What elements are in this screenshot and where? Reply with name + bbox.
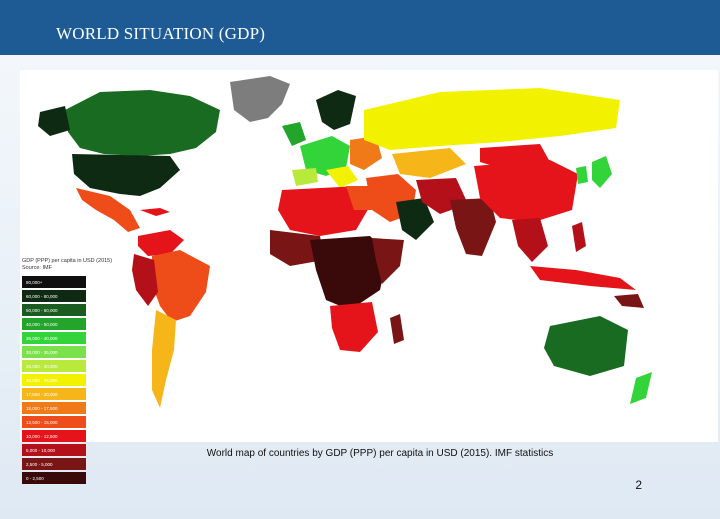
legend-swatch: 60,000 - 80,000: [22, 290, 86, 302]
legend-swatch: 80,000+: [22, 276, 86, 288]
legend-label: 15,000 - 17,500: [26, 405, 58, 411]
legend-label: 80,000+: [26, 279, 43, 285]
north-africa: [278, 186, 370, 236]
legend-item: 80,000+: [22, 276, 112, 288]
korea: [576, 166, 588, 184]
legend-item: 15,000 - 17,500: [22, 402, 112, 414]
kazakhstan: [392, 148, 466, 178]
usa: [72, 154, 180, 196]
legend-item: 30,000 - 35,000: [22, 346, 112, 358]
legend-swatch: 50,000 - 60,000: [22, 304, 86, 316]
legend-swatch: 2,500 - 5,000: [22, 458, 86, 470]
legend-item: 0 - 2,500: [22, 472, 112, 484]
arabia: [396, 198, 434, 240]
legend-item: 2,500 - 5,000: [22, 458, 112, 470]
legend-item: 50,000 - 60,000: [22, 304, 112, 316]
legend-swatch: 17,500 - 20,000: [22, 388, 86, 400]
brazil: [152, 250, 210, 322]
legend-label: 17,500 - 20,000: [26, 391, 58, 397]
southern-africa: [330, 302, 378, 352]
alaska: [38, 106, 70, 136]
caribbean: [140, 208, 170, 216]
east-africa: [372, 238, 404, 284]
indonesia: [530, 266, 636, 290]
west-africa: [270, 230, 324, 266]
legend-swatch: 25,000 - 30,000: [22, 360, 86, 372]
slide-title: WORLD SITUATION (GDP): [56, 24, 266, 43]
southeast-asia: [512, 218, 548, 262]
legend-item: 12,500 - 15,000: [22, 416, 112, 428]
legend-swatch: 10,000 - 12,500: [22, 430, 86, 442]
iceland-uk: [282, 122, 306, 146]
legend-item: 35,000 - 40,000: [22, 332, 112, 344]
legend-label: 30,000 - 35,000: [26, 349, 58, 355]
india: [450, 198, 496, 256]
australia: [544, 316, 628, 376]
argentina-chile: [152, 310, 176, 408]
china: [474, 160, 578, 222]
legend-item: 60,000 - 80,000: [22, 290, 112, 302]
legend-label: 0 - 2,500: [26, 475, 44, 481]
italy-balkans: [326, 166, 358, 188]
png: [614, 294, 644, 308]
madagascar: [390, 314, 404, 344]
legend-swatch: 15,000 - 17,500: [22, 402, 86, 414]
legend-label: 50,000 - 60,000: [26, 307, 58, 313]
legend-swatch: 0 - 2,500: [22, 472, 86, 484]
legend-label: 5,000 - 10,000: [26, 447, 56, 453]
legend-item: 25,000 - 30,000: [22, 360, 112, 372]
legend-swatch: 35,000 - 40,000: [22, 332, 86, 344]
legend-label: 12,500 - 15,000: [26, 419, 58, 425]
legend-label: 60,000 - 80,000: [26, 293, 58, 299]
world-map: GDP (PPP) per capita in USD (2015) Sourc…: [20, 70, 718, 484]
legend-label: 10,000 - 12,500: [26, 433, 58, 439]
legend-label: 35,000 - 40,000: [26, 335, 58, 341]
legend-title: GDP (PPP) per capita in USD (2015): [22, 258, 113, 264]
legend-swatch: 40,000 - 50,000: [22, 318, 86, 330]
mexico: [76, 188, 140, 232]
header-bar: WORLD SITUATION (GDP): [0, 0, 720, 55]
legend-label: 25,000 - 30,000: [26, 363, 58, 369]
legend-swatch: 5,000 - 10,000: [22, 444, 86, 456]
central-africa: [310, 236, 388, 310]
greenland: [230, 76, 290, 122]
japan: [592, 156, 612, 188]
legend-label: 40,000 - 50,000: [26, 321, 58, 327]
legend-rows: 80,000+ 60,000 - 80,000 50,000 - 60,000 40,…: [22, 276, 112, 484]
russia: [364, 88, 620, 150]
legend-label: 20,000 - 25,000: [26, 377, 58, 383]
page-number: 2: [635, 478, 642, 492]
legend-source: Source: IMF: [22, 265, 52, 271]
legend-swatch: 12,500 - 15,000: [22, 416, 86, 428]
iberia: [292, 168, 318, 186]
map-caption: World map of countries by GDP (PPP) per …: [206, 448, 554, 459]
legend-item: 40,000 - 50,000: [22, 318, 112, 330]
legend-item: 20,000 - 25,000: [22, 374, 112, 386]
legend-swatch: 30,000 - 35,000: [22, 346, 86, 358]
legend-label: 2,500 - 5,000: [26, 461, 53, 467]
western-europe: [300, 136, 350, 176]
new-zealand: [630, 372, 652, 404]
philippines: [572, 222, 586, 252]
legend-item: 10,000 - 12,500: [22, 430, 112, 442]
world-map-graphic: [38, 76, 652, 408]
peru-bolivia: [132, 254, 158, 306]
colombia-venezuela: [138, 230, 184, 256]
egypt: [346, 186, 372, 210]
eastern-europe: [350, 136, 382, 170]
legend-item: 5,000 - 10,000: [22, 444, 112, 456]
legend-item: 17,500 - 20,000: [22, 388, 112, 400]
scandinavia: [316, 90, 356, 130]
map-legend: GDP (PPP) per capita in USD (2015) Sourc…: [22, 258, 112, 486]
legend-swatch: 20,000 - 25,000: [22, 374, 86, 386]
canada: [65, 90, 220, 156]
